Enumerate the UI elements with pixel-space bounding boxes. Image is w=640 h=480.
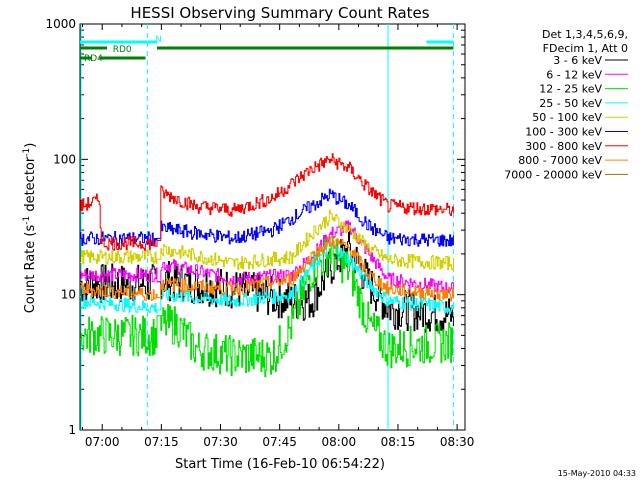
y-tick-label: 1 xyxy=(68,423,76,437)
y-label-part2: detector xyxy=(23,156,38,216)
series-line xyxy=(80,235,454,378)
legend-label: 800 - 7000 keV xyxy=(518,154,602,167)
series-line xyxy=(80,153,454,251)
series-line xyxy=(80,236,454,302)
flag-label-n: N xyxy=(155,35,162,45)
legend-label: 25 - 50 keV xyxy=(539,97,602,110)
series-line xyxy=(80,188,454,247)
flag-label-rd4: RD4 xyxy=(84,54,103,64)
x-tick-label: 08:30 xyxy=(440,435,475,449)
y-label-part3: ) xyxy=(23,143,38,148)
x-tick-label: 07:45 xyxy=(262,435,297,449)
y-tick-label: 10 xyxy=(61,288,76,302)
y-axis-label: Count Rate (s-1 detector-1) xyxy=(22,143,38,314)
x-axis-label: Start Time (16-Feb-10 06:54:22) xyxy=(175,457,385,472)
legend-label: 3 - 6 keV xyxy=(553,54,602,67)
y-label-sup1: -1 xyxy=(22,216,32,225)
series-line xyxy=(80,229,454,333)
legend: Det 1,3,4,5,6,9,FDecim 1, Att 03 - 6 keV… xyxy=(504,28,628,181)
y-label-part1: Count Rate (s xyxy=(23,225,38,314)
y-label-sup2: -1 xyxy=(22,148,32,157)
x-tick-label: 07:30 xyxy=(203,435,238,449)
flag-label-rd0: RD0 xyxy=(113,45,132,55)
legend-label: 50 - 100 keV xyxy=(532,111,602,124)
footer-date: 15-May-2010 04:33 xyxy=(558,469,636,478)
legend-header: FDecim 1, Att 0 xyxy=(543,42,628,55)
x-tick-label: 07:00 xyxy=(85,435,120,449)
legend-label: 7000 - 20000 keV xyxy=(504,168,602,181)
y-tick-label: 100 xyxy=(53,152,76,166)
legend-header: Det 1,3,4,5,6,9, xyxy=(542,28,628,41)
y-tick-label: 1000 xyxy=(45,17,76,31)
plot-frame xyxy=(79,23,466,431)
legend-label: 6 - 12 keV xyxy=(546,68,602,81)
plot-area: 07:00 07:15 07:30 07:45 08:00 08:15 08:30 1 10 10… xyxy=(45,17,474,449)
series-line xyxy=(80,242,454,314)
x-tick-label: 07:15 xyxy=(144,435,179,449)
chart-title: HESSI Observing Summary Count Rates xyxy=(130,4,429,22)
x-tick-label: 08:15 xyxy=(381,435,416,449)
x-tick-label: 08:00 xyxy=(322,435,357,449)
legend-label: 12 - 25 keV xyxy=(539,83,602,96)
series-line xyxy=(80,209,454,271)
series-line xyxy=(80,220,454,296)
legend-label: 100 - 300 keV xyxy=(525,126,602,139)
legend-label: 300 - 800 keV xyxy=(525,140,602,153)
